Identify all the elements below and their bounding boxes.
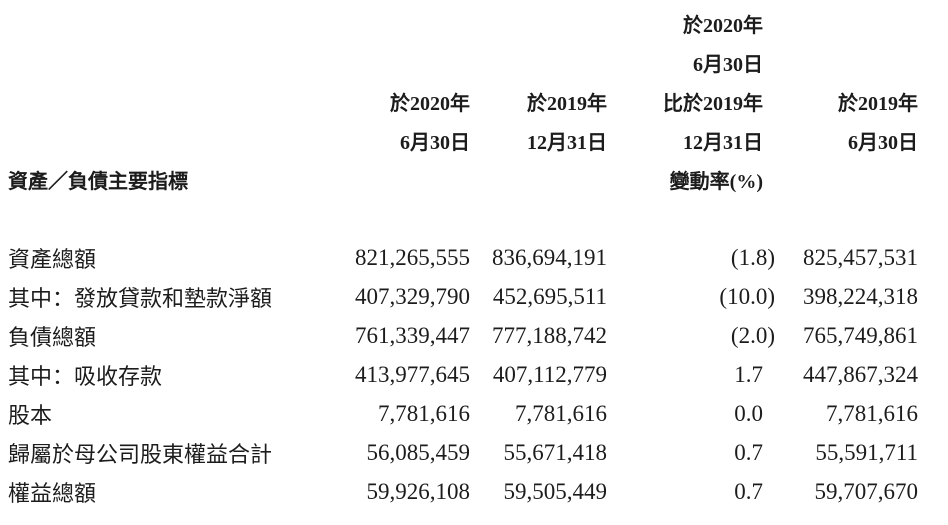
spacer-cell <box>470 43 607 82</box>
cell-value: 398,224,318 <box>803 283 918 309</box>
header-row-5: 資產／負債主要指標 變動率(%) <box>0 160 948 199</box>
cell-value: 55,591,711 <box>815 439 918 465</box>
cell-value: 407,329,790 <box>355 283 470 309</box>
spacer-cell <box>0 82 338 121</box>
cell-value: 447,867,324 <box>803 361 918 387</box>
spacer-cell <box>338 160 470 199</box>
table-row: 其中：發放貸款和墊款淨額 407,329,790 452,695,511 (10.0)… <box>0 277 948 316</box>
col4-header-line2: 6月30日 <box>848 132 918 154</box>
cell-value: 1.7 <box>734 361 763 387</box>
spacer-cell <box>775 4 918 43</box>
cell-value: 765,749,861 <box>803 322 918 348</box>
spacer-cell <box>470 4 607 43</box>
spacer-cell <box>918 43 948 82</box>
cell-value: 59,926,108 <box>366 478 471 504</box>
spacer-cell <box>0 43 338 82</box>
cell-value: 0.0 <box>734 400 763 426</box>
spacer-cell <box>918 4 948 43</box>
cell-value: 825,457,531 <box>803 244 918 270</box>
cell-value: (1.8) <box>730 244 775 270</box>
spacer-cell <box>0 199 948 238</box>
spacer-cell <box>338 4 470 43</box>
table-row: 負債總額 761,339,447 777,188,742 (2.0) 765,749,8… <box>0 316 948 355</box>
spacer-cell <box>0 121 338 160</box>
spacer-cell <box>775 160 918 199</box>
spacer-cell <box>918 472 948 511</box>
col1-header-line2: 6月30日 <box>400 132 470 154</box>
row-label: 權益總額 <box>8 480 97 506</box>
cell-value: 7,781,616 <box>378 400 470 426</box>
header-row-3: 於2020年 於2019年 比於2019年 於2019年 <box>0 82 948 121</box>
page: { "page": { "background_color": "#ffffff… <box>0 4 948 525</box>
change-col-header-line3: 比於2019年 <box>663 93 763 115</box>
table-body: 資產總額 821,265,555 836,694,191 (1.8) 825,457,5… <box>0 199 948 511</box>
cell-value: 7,781,616 <box>515 400 607 426</box>
cell-value: 59,505,449 <box>503 478 608 504</box>
row-label: 其中：吸收存款 <box>8 363 163 389</box>
header-row-2: 6月30日 <box>0 43 948 82</box>
cell-value: 777,188,742 <box>492 322 607 348</box>
cell-value: 7,781,616 <box>826 400 918 426</box>
cell-value: 0.7 <box>734 478 763 504</box>
cell-value: 407,112,779 <box>492 361 607 387</box>
change-col-header-line2: 6月30日 <box>693 54 763 76</box>
spacer-cell <box>918 355 948 394</box>
spacer-cell <box>918 433 948 472</box>
spacer-cell <box>918 394 948 433</box>
header-row-4: 6月30日 12月31日 12月31日 6月30日 <box>0 121 948 160</box>
cell-value: 413,977,645 <box>355 361 470 387</box>
header-row-1: 於2020年 <box>0 4 948 43</box>
table-row: 股本 7,781,616 7,781,616 0.0 7,781,616 <box>0 394 948 433</box>
spacer-cell <box>918 316 948 355</box>
spacer-cell <box>918 160 948 199</box>
cell-value: 452,695,511 <box>492 283 607 309</box>
col1-header-line1: 於2020年 <box>390 93 470 115</box>
col2-header-line1: 於2019年 <box>527 93 607 115</box>
row-label: 其中：發放貸款和墊款淨額 <box>8 285 273 311</box>
cell-value: (10.0) <box>719 283 775 309</box>
spacer-cell <box>918 121 948 160</box>
spacer-cell <box>775 43 918 82</box>
spacer-cell <box>470 160 607 199</box>
row-label: 股本 <box>8 402 53 428</box>
cell-value: 761,339,447 <box>355 322 470 348</box>
cell-value: 821,265,555 <box>355 244 470 270</box>
table-header: 於2020年 6月30日 於2020年 於2019年 比於2019年 於2019… <box>0 4 948 199</box>
row-label: 歸屬於母公司股東權益合計 <box>8 441 273 467</box>
cell-value: (2.0) <box>730 322 775 348</box>
spacer-cell <box>918 238 948 277</box>
cell-value: 55,671,418 <box>503 439 608 465</box>
table-row: 歸屬於母公司股東權益合計 56,085,459 55,671,418 0.7 55,59… <box>0 433 948 472</box>
financial-indicators-table: 於2020年 6月30日 於2020年 於2019年 比於2019年 於2019… <box>0 4 948 511</box>
spacer-cell <box>338 43 470 82</box>
change-col-header-line5: 變動率(%) <box>669 171 763 193</box>
change-col-header-line1: 於2020年 <box>683 15 763 37</box>
col2-header-line2: 12月31日 <box>527 132 607 154</box>
row-label-header: 資產／負債主要指標 <box>8 171 188 193</box>
spacer-cell <box>918 82 948 121</box>
header-body-gap <box>0 199 948 238</box>
table-row: 權益總額 59,926,108 59,505,449 0.7 59,707,670 <box>0 472 948 511</box>
cell-value: 56,085,459 <box>366 439 471 465</box>
col4-header-line1: 於2019年 <box>838 93 918 115</box>
change-col-header-line4: 12月31日 <box>683 132 763 154</box>
row-label: 負債總額 <box>8 324 97 350</box>
row-label: 資產總額 <box>8 246 97 272</box>
cell-value: 59,707,670 <box>814 478 919 504</box>
spacer-cell <box>0 4 338 43</box>
cell-value: 0.7 <box>734 439 763 465</box>
cell-value: 836,694,191 <box>492 244 607 270</box>
table-row: 其中：吸收存款 413,977,645 407,112,779 1.7 447,867,… <box>0 355 948 394</box>
table-row: 資產總額 821,265,555 836,694,191 (1.8) 825,457,5… <box>0 238 948 277</box>
spacer-cell <box>918 277 948 316</box>
